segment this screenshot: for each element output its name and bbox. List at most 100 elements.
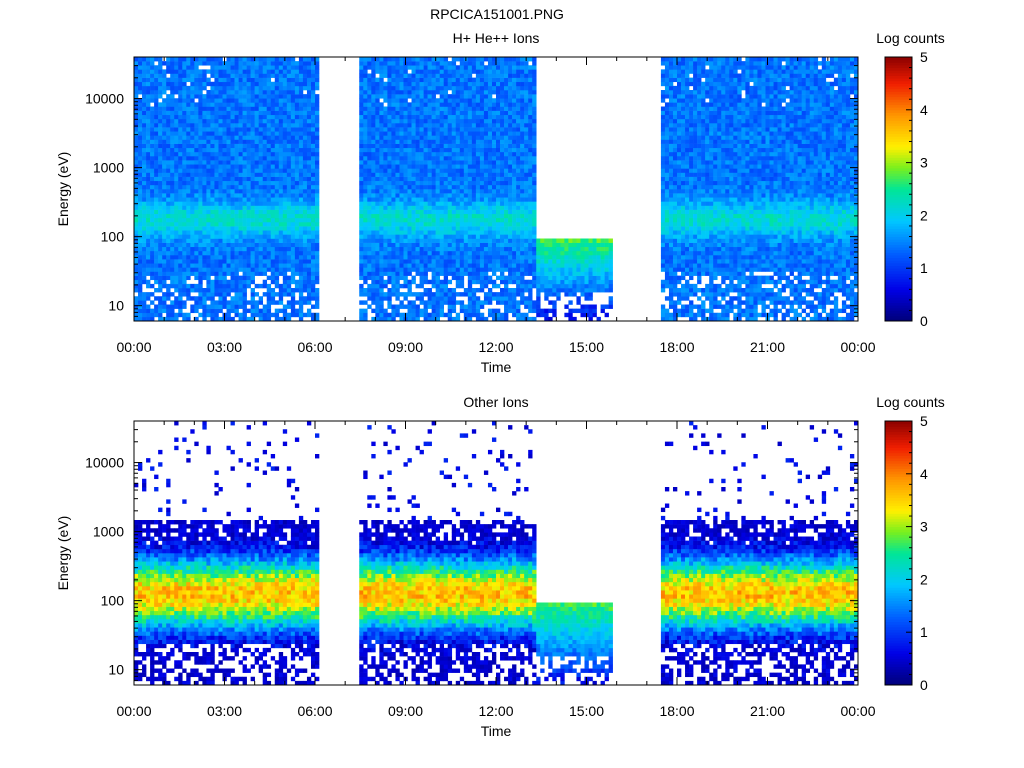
- heatmap-cell: [415, 238, 420, 243]
- heatmap-cell: [210, 209, 215, 215]
- heatmap-cell: [399, 57, 404, 62]
- heatmap-cell: [451, 226, 457, 231]
- heatmap-cell: [202, 267, 207, 272]
- heatmap-cell: [427, 184, 432, 190]
- heatmap-cell: [250, 308, 255, 314]
- heatmap-cell: [306, 135, 312, 140]
- heatmap-cell: [483, 180, 489, 186]
- heatmap-cell: [178, 172, 183, 177]
- heatmap-cell: [367, 304, 372, 309]
- heatmap-cell: [134, 230, 139, 235]
- heatmap-cell: [154, 85, 159, 91]
- heatmap-cell: [459, 283, 465, 289]
- heatmap-cell: [471, 65, 477, 70]
- heatmap-cell: [383, 73, 388, 78]
- heatmap-cell: [162, 102, 167, 107]
- heatmap-cell: [286, 234, 292, 239]
- heatmap-cell: [246, 172, 251, 177]
- heatmap-cell: [302, 271, 308, 276]
- heatmap-cell: [186, 139, 191, 144]
- heatmap-cell: [371, 164, 376, 169]
- heatmap-cell: [302, 106, 308, 111]
- heatmap-cell: [174, 263, 179, 268]
- heatmap-cell: [214, 316, 219, 322]
- heatmap-cell: [359, 118, 364, 124]
- heatmap-cell: [500, 90, 505, 95]
- heatmap-cell: [150, 213, 155, 219]
- heatmap-cell: [202, 102, 207, 107]
- heatmap-cell: [146, 184, 151, 190]
- heatmap-cell: [371, 90, 376, 95]
- heatmap-cell: [166, 172, 171, 177]
- heatmap-cell: [395, 127, 400, 132]
- heatmap-cell: [138, 283, 143, 289]
- heatmap-cell: [142, 226, 147, 231]
- heatmap-cell: [419, 139, 424, 144]
- heatmap-cell: [310, 197, 316, 202]
- heatmap-cell: [411, 242, 416, 248]
- heatmap-cell: [198, 312, 203, 318]
- heatmap-cell: [483, 222, 489, 227]
- heatmap-cell: [463, 151, 469, 157]
- heatmap-cell: [459, 230, 465, 235]
- heatmap-cell: [162, 131, 167, 136]
- heatmap-cell: [379, 85, 384, 91]
- heatmap-cell: [447, 300, 453, 305]
- heatmap-cell: [146, 85, 151, 91]
- heatmap-cell: [294, 312, 300, 318]
- heatmap-cell: [218, 283, 223, 289]
- heatmap-cell: [395, 94, 400, 99]
- heatmap-cell: [190, 123, 195, 128]
- heatmap-cell: [487, 147, 493, 153]
- heatmap-cell: [246, 234, 251, 239]
- heatmap-cell: [371, 308, 376, 314]
- heatmap-cell: [238, 201, 243, 206]
- heatmap-cell: [467, 102, 473, 107]
- heatmap-cell: [379, 271, 384, 276]
- heatmap-cell: [315, 222, 320, 227]
- heatmap-cell: [399, 271, 404, 276]
- heatmap-cell: [166, 201, 171, 206]
- heatmap-cell: [194, 110, 199, 116]
- heatmap-cell: [415, 234, 420, 239]
- heatmap-cell: [258, 246, 264, 252]
- heatmap-cell: [443, 292, 449, 297]
- heatmap-cell: [266, 197, 272, 202]
- heatmap-cell: [315, 275, 320, 281]
- heatmap-cell: [278, 118, 284, 124]
- heatmap-cell: [379, 172, 384, 177]
- heatmap-cell: [262, 110, 268, 116]
- heatmap-cell: [262, 304, 268, 309]
- heatmap-cell: [359, 164, 364, 169]
- heatmap-cell: [298, 205, 304, 210]
- heatmap-cell: [278, 316, 284, 322]
- heatmap-cell: [435, 226, 440, 231]
- heatmap-cell: [455, 73, 461, 78]
- heatmap-cell: [146, 151, 151, 157]
- heatmap-cell: [315, 316, 320, 322]
- heatmap-cell: [407, 205, 412, 210]
- heatmap-cell: [238, 135, 243, 140]
- heatmap-cell: [254, 226, 259, 231]
- heatmap-cell: [270, 300, 276, 305]
- heatmap-cell: [403, 94, 408, 99]
- heatmap-cell: [150, 230, 155, 235]
- heatmap-cell: [274, 160, 280, 165]
- heatmap-cell: [427, 106, 432, 111]
- figure-file-title: RPCICA151001.PNG: [430, 6, 564, 22]
- heatmap-cell: [278, 242, 284, 248]
- heatmap-cell: [138, 304, 143, 309]
- heatmap-cell: [363, 213, 368, 219]
- heatmap-cell: [411, 304, 416, 309]
- heatmap-cell: [500, 234, 505, 239]
- heatmap-cell: [246, 57, 251, 62]
- heatmap-cell: [242, 193, 247, 198]
- heatmap-cell: [431, 160, 436, 165]
- heatmap-cell: [443, 168, 449, 173]
- heatmap-cell: [447, 242, 453, 248]
- heatmap-cell: [383, 151, 388, 157]
- heatmap-cell: [395, 312, 400, 318]
- heatmap-cell: [359, 271, 364, 276]
- heatmap-cell: [246, 176, 251, 182]
- heatmap-cell: [479, 106, 485, 111]
